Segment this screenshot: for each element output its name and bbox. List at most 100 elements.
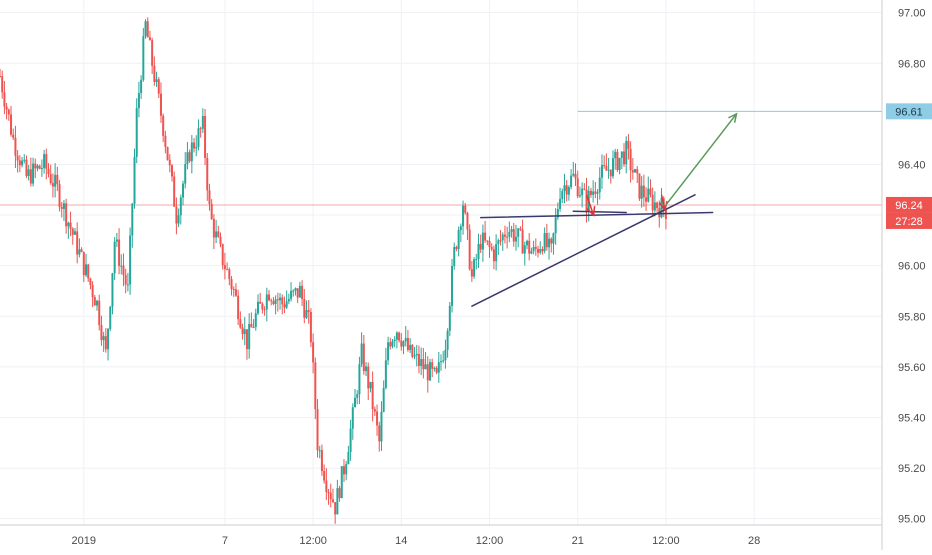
candle-body [592,191,595,195]
candle-body [424,364,427,370]
projection-arrow-head [728,112,738,123]
candle-body [552,233,555,244]
candle-body [166,146,169,160]
candle-body [373,409,376,412]
candle-body [162,115,165,136]
candle-body [532,246,535,252]
candle-body [129,235,132,285]
candle-body [67,222,70,227]
candle-body [369,381,372,389]
candle-body [301,285,304,299]
candle-body [420,359,423,366]
candle-body [362,343,365,372]
candle-body [120,265,123,267]
candle-body [228,269,231,280]
candle-body [545,233,548,248]
candle-body [479,243,482,250]
candle-body [331,499,334,503]
candle-body [56,174,59,185]
candle-body [270,300,273,302]
candle-body [440,361,442,363]
candle-body [296,288,299,298]
candle-body [5,106,8,110]
candle-body [137,92,140,109]
candle-body [365,366,368,372]
candle-body [360,343,363,365]
y-tick-label: 95.60 [898,362,926,374]
current-price-label-bg [886,196,932,213]
x-tick-label: 28 [748,535,760,547]
candle-body [170,165,173,177]
candle-body [197,128,200,147]
candle-body [539,249,542,253]
candle-body [215,231,218,238]
candle-body [76,231,79,255]
candle-body [638,173,641,199]
candle-body [342,466,345,475]
candle-body [309,311,312,343]
candle-body [464,205,467,213]
candle-body [234,289,237,296]
candle-body [184,164,187,184]
candle-body [486,240,489,242]
candle-body [550,238,553,244]
candle-body [281,297,284,305]
candle-body [528,240,531,254]
candle-body [0,75,1,77]
candle-body [340,466,343,499]
candle-body [358,364,361,395]
candle-body [470,269,473,277]
candle-body [417,353,420,366]
candle-body [541,249,544,252]
candle-body [230,279,233,289]
candle-body [256,301,259,314]
candle-body [345,464,348,475]
candle-body [347,452,350,465]
candle-body [316,409,319,451]
candle-body [435,367,438,373]
candle-body [71,228,74,235]
candle-body [409,344,412,350]
countdown-label: 27:28 [895,216,923,228]
candle-body [625,140,628,165]
candle-body [265,294,268,310]
candle-body [98,300,101,326]
candle-body [186,152,189,165]
candle-body [490,246,493,250]
target-price-label: 96.61 [895,106,923,118]
candle-body [645,197,648,202]
candle-body [519,228,522,230]
candle-body [164,135,167,147]
countdown-label-bg [886,212,932,229]
candle-body [7,109,10,115]
candle-body [634,169,637,173]
candle-body [492,249,495,262]
down-arrow-1 [585,194,595,216]
candle-body [609,169,612,177]
candle-body [259,301,262,304]
candle-body [159,93,162,116]
candle-body [144,21,147,37]
candle-body [444,349,447,361]
candle-body [135,108,138,157]
candle-body [537,248,540,253]
candle-body [382,387,385,412]
candle-body [36,165,39,169]
candle-body [448,305,451,331]
candle-body [226,269,229,271]
candle-body [525,240,528,246]
candle-body [627,140,630,149]
candle-body [62,203,65,209]
candle-body [58,184,61,207]
candle-body [32,163,35,184]
candle-body [649,188,652,195]
candle-body [45,154,48,169]
candle-body [446,330,449,350]
candle-body [204,115,207,158]
candle-body [517,228,520,237]
candle-body [276,299,279,301]
candle-body [468,229,471,270]
target-price-label-bg [886,103,932,120]
candle-body [118,239,121,266]
current-price-label: 96.24 [895,200,923,212]
